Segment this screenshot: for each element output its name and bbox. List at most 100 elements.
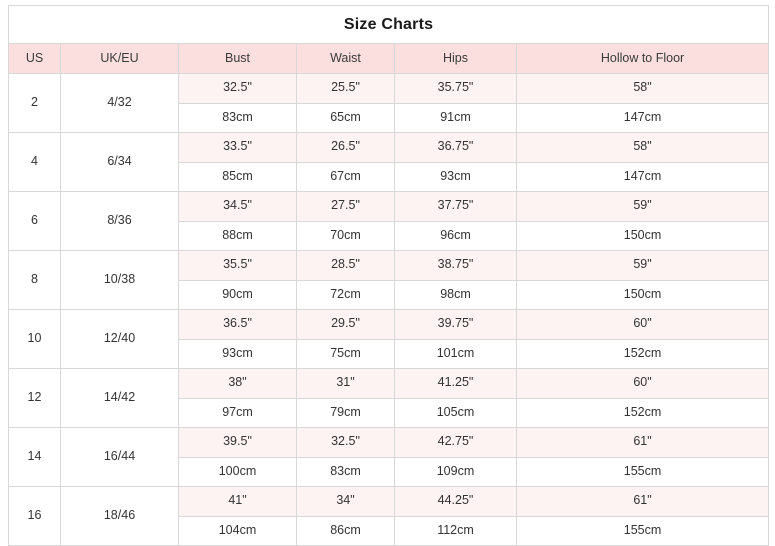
cell-hollow-cm: 152cm [515, 397, 770, 428]
cell-waist-inch: 28.5" [296, 250, 395, 281]
cell-waist-cm: 83cm [296, 456, 395, 487]
cell-ukeu-size: 8/36 [60, 191, 179, 251]
cell-waist-inch: 31" [296, 368, 395, 399]
cell-hips-cm: 96cm [394, 220, 517, 251]
table-row: 16 18/46 41" 34" 44.25" 61" [8, 486, 770, 546]
cell-us-size: 16 [8, 486, 61, 546]
cell-hips-inch: 36.75" [394, 132, 517, 163]
cell-us-size: 8 [8, 250, 61, 310]
cell-waist-cm: 75cm [296, 338, 395, 369]
cell-bust-inch: 34.5" [178, 191, 297, 222]
cell-hips-inch: 38.75" [394, 250, 517, 281]
column-header-us: US [8, 43, 61, 74]
cell-bust-cm: 97cm [178, 397, 297, 428]
cell-waist-cm: 70cm [296, 220, 395, 251]
cell-bust-inch: 38" [178, 368, 297, 399]
cell-ukeu-size: 14/42 [60, 368, 179, 428]
cell-us-size: 6 [8, 191, 61, 251]
cell-hollow-cm: 155cm [515, 515, 770, 546]
cell-waist-cm: 65cm [296, 102, 395, 133]
table-row: 12 14/42 38" 31" 41.25" 60" [8, 368, 770, 428]
table-row: 85cm 67cm 93cm 147cm [9, 161, 770, 192]
cell-waist-cm: 72cm [296, 279, 395, 310]
cell-hollow-cm: 150cm [515, 279, 770, 310]
cell-waist-cm: 79cm [296, 397, 395, 428]
cell-ukeu-size: 6/34 [60, 132, 179, 192]
cell-hips-inch: 42.75" [394, 427, 517, 458]
cell-bust-inch: 41" [178, 486, 297, 517]
cell-waist-cm: 86cm [296, 515, 395, 546]
cell-us-size: 10 [8, 309, 61, 369]
cell-hollow-inch: 61" [515, 427, 770, 458]
cell-us-size: 2 [8, 73, 61, 133]
cell-waist-inch: 32.5" [296, 427, 395, 458]
cell-us-size: 4 [8, 132, 61, 192]
cell-ukeu-size: 10/38 [60, 250, 179, 310]
cell-hollow-cm: 150cm [515, 220, 770, 251]
chart-title: Size Charts [7, 5, 770, 44]
cell-hollow-inch: 61" [515, 486, 770, 517]
cell-us-size: 14 [8, 427, 61, 487]
column-header-waist: Waist [296, 43, 395, 74]
cell-hips-cm: 93cm [394, 161, 517, 192]
column-header-bust: Bust [178, 43, 297, 74]
cell-hollow-cm: 152cm [515, 338, 770, 369]
cell-hollow-inch: 59" [515, 191, 770, 222]
cell-hollow-inch: 58" [515, 73, 770, 104]
table-row: 97cm 79cm 105cm 152cm [9, 397, 770, 428]
table-row: 88cm 70cm 96cm 150cm [9, 220, 770, 251]
cell-hips-inch: 35.75" [394, 73, 517, 104]
cell-bust-cm: 83cm [178, 102, 297, 133]
cell-ukeu-size: 16/44 [60, 427, 179, 487]
cell-bust-cm: 93cm [178, 338, 297, 369]
cell-hips-cm: 98cm [394, 279, 517, 310]
cell-hollow-inch: 60" [515, 368, 770, 399]
column-header-ukeu: UK/EU [60, 43, 179, 74]
cell-hips-cm: 105cm [394, 397, 517, 428]
table-row: 2 4/32 32.5" 25.5" 35.75" 58" [8, 73, 770, 133]
cell-hollow-inch: 60" [515, 309, 770, 340]
cell-bust-inch: 32.5" [178, 73, 297, 104]
cell-hollow-inch: 59" [515, 250, 770, 281]
cell-bust-cm: 100cm [178, 456, 297, 487]
table-row: 4 6/34 33.5" 26.5" 36.75" 58" [8, 132, 770, 192]
cell-bust-inch: 39.5" [178, 427, 297, 458]
size-chart-body: Size Charts US UK/EU Bust Waist Hips Hol… [7, 5, 770, 546]
column-header-row: US UK/EU Bust Waist Hips Hollow to Floor [8, 43, 770, 74]
cell-bust-cm: 88cm [178, 220, 297, 251]
column-header-hollow: Hollow to Floor [515, 43, 770, 74]
column-header-hips: Hips [394, 43, 517, 74]
cell-waist-inch: 27.5" [296, 191, 395, 222]
table-row: 83cm 65cm 91cm 147cm [9, 102, 770, 133]
cell-bust-cm: 104cm [178, 515, 297, 546]
cell-hips-cm: 109cm [394, 456, 517, 487]
cell-hips-cm: 112cm [394, 515, 517, 546]
cell-hollow-cm: 155cm [515, 456, 770, 487]
cell-waist-inch: 25.5" [296, 73, 395, 104]
table-row: 14 16/44 39.5" 32.5" 42.75" 61" [8, 427, 770, 487]
size-chart-container: Size Charts US UK/EU Bust Waist Hips Hol… [7, 5, 770, 546]
cell-waist-inch: 29.5" [296, 309, 395, 340]
table-row: 6 8/36 34.5" 27.5" 37.75" 59" [8, 191, 770, 251]
cell-us-size: 12 [8, 368, 61, 428]
cell-waist-cm: 67cm [296, 161, 395, 192]
cell-hips-inch: 37.75" [394, 191, 517, 222]
cell-hips-inch: 39.75" [394, 309, 517, 340]
size-chart-table: Size Charts US UK/EU Bust Waist Hips Hol… [7, 5, 770, 546]
cell-hips-cm: 101cm [394, 338, 517, 369]
cell-waist-inch: 34" [296, 486, 395, 517]
cell-waist-inch: 26.5" [296, 132, 395, 163]
table-row: 10 12/40 36.5" 29.5" 39.75" 60" [8, 309, 770, 369]
cell-ukeu-size: 18/46 [60, 486, 179, 546]
table-row: 8 10/38 35.5" 28.5" 38.75" 59" [8, 250, 770, 310]
cell-hips-inch: 41.25" [394, 368, 517, 399]
cell-hollow-inch: 58" [515, 132, 770, 163]
cell-bust-cm: 85cm [178, 161, 297, 192]
chart-title-row: Size Charts [7, 5, 770, 44]
cell-ukeu-size: 4/32 [60, 73, 179, 133]
cell-bust-inch: 33.5" [178, 132, 297, 163]
cell-bust-cm: 90cm [178, 279, 297, 310]
cell-bust-inch: 36.5" [178, 309, 297, 340]
cell-bust-inch: 35.5" [178, 250, 297, 281]
table-row: 90cm 72cm 98cm 150cm [9, 279, 770, 310]
